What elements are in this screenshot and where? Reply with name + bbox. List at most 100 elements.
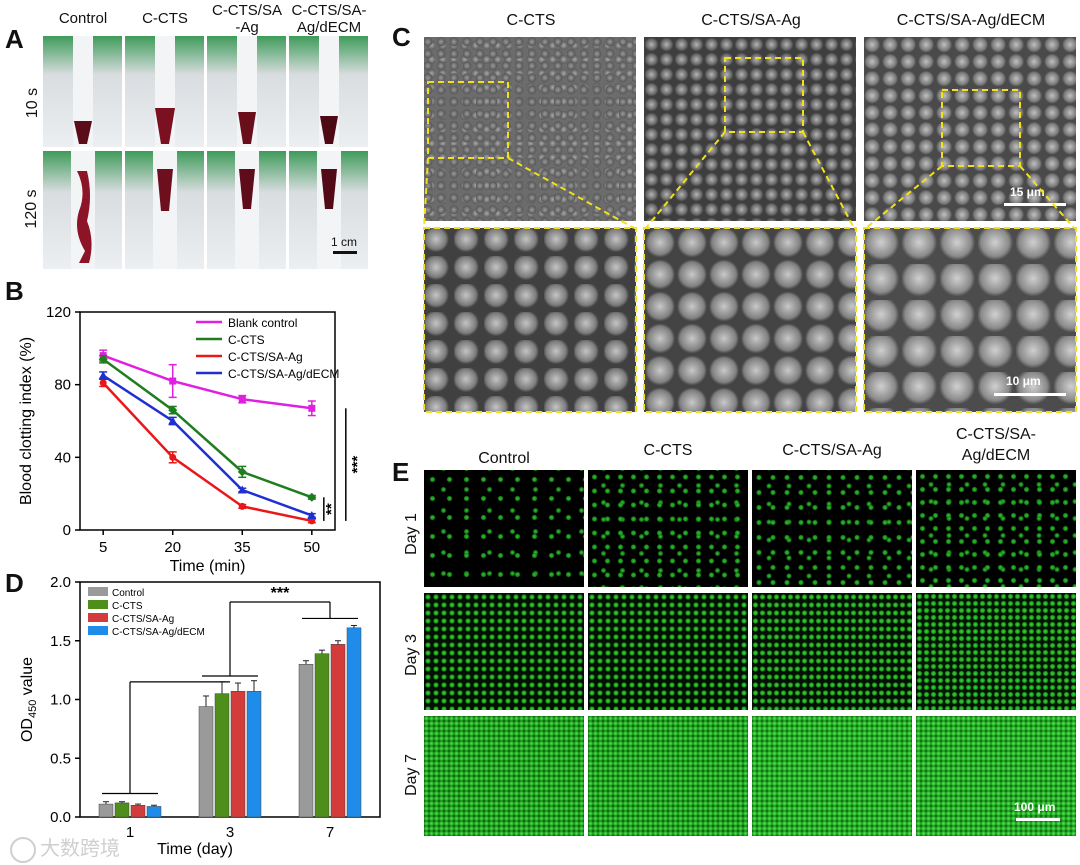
zoom-box-ccts — [427, 81, 509, 159]
y-tick-label: 0 — [63, 522, 71, 539]
bar — [298, 664, 314, 818]
panel-c-scale-bottom-bar — [994, 393, 1066, 396]
significance-label-double: ** — [323, 503, 340, 515]
legend-label: Control — [112, 588, 144, 599]
panel-a-col-ccts-sa-ag-decm: C-CTS/SA- Ag/dECM — [291, 2, 367, 36]
legend-swatch — [88, 600, 108, 609]
y-tick-label: 120 — [46, 304, 71, 321]
data-point — [308, 404, 316, 412]
zoom-line — [507, 157, 635, 229]
panel-a-scale-bar — [333, 251, 357, 254]
zoom-frame-ccts-sa-ag — [643, 227, 857, 413]
fluo-image-ccts-sa-ag-decm-day1 — [916, 470, 1076, 587]
legend-label: C-CTS — [112, 601, 143, 612]
tube-photo-ccts-120s — [125, 151, 204, 269]
legend-label: C-CTS — [228, 333, 265, 347]
zoom-line — [865, 165, 943, 229]
series-c-cts-sa-ag: C-CTS/SA-Ag — [99, 350, 316, 525]
panel-e-col-control: Control — [478, 450, 530, 467]
data-point — [307, 492, 317, 502]
watermark-text: 大数跨境 — [40, 836, 120, 860]
tube-photo-control-120s — [43, 151, 122, 269]
data-point — [237, 485, 247, 494]
panel-e-scale-text: 100 μm — [1014, 800, 1056, 814]
fluo-image-control-day3 — [424, 593, 584, 710]
bar — [314, 653, 330, 818]
panel-label-a: A — [5, 24, 24, 54]
panel-c-zoom-overlay — [423, 57, 1077, 413]
bar — [114, 802, 130, 818]
legend-label: C-CTS/SA-Ag/dECM — [112, 627, 205, 638]
zoom-line — [1019, 165, 1075, 229]
tube-photo-ccts-sa-ag-120s — [207, 151, 286, 269]
y-tick-label: 0.0 — [50, 809, 71, 826]
legend-label: Blank control — [228, 316, 297, 330]
fluo-image-ccts-day3 — [588, 593, 748, 710]
data-point — [307, 510, 317, 519]
data-point — [238, 502, 246, 510]
significance-label-triple: *** — [349, 456, 366, 474]
data-point — [98, 371, 108, 380]
panel-a-scale-text: 1 cm — [331, 235, 358, 249]
legend-label: C-CTS/SA-Ag/dECM — [228, 367, 339, 381]
legend-swatch — [88, 587, 108, 596]
fluo-image-control-day7 — [424, 716, 584, 836]
series-line — [102, 381, 313, 523]
data-point — [237, 467, 247, 477]
panel-a-col-control: Control — [58, 10, 108, 27]
sem-image-ccts-sa-ag-low — [644, 37, 856, 221]
bar — [98, 803, 114, 818]
zoom-box-ccts-sa-ag-decm — [941, 89, 1021, 167]
fluo-image-ccts-sa-ag-decm-day7: 100 μm — [916, 716, 1076, 836]
panel-e-row-day1: Day 1 — [403, 513, 420, 555]
bar — [146, 806, 162, 818]
panel-c-col-ccts-sa-ag-decm: C-CTS/SA-Ag/dECM — [896, 12, 1046, 29]
bar — [130, 805, 146, 818]
fluo-image-ccts-day7 — [588, 716, 748, 836]
bar — [246, 691, 262, 818]
zoom-line — [645, 131, 726, 229]
sem-image-ccts-sa-ag-decm-high: 10 μm — [864, 228, 1076, 412]
zoom-box-ccts-sa-ag — [724, 57, 804, 133]
panel-label-e: E — [392, 457, 410, 487]
data-point — [99, 379, 107, 387]
tube-photo-ccts-sa-ag-decm-120s: 1 cm — [289, 151, 368, 269]
panel-e-row-day7: Day 7 — [403, 754, 420, 796]
panel-a-row-10s: 10 s — [24, 87, 41, 119]
legend-swatch — [88, 613, 108, 622]
significance-label: *** — [271, 585, 290, 602]
panel-a-col-ccts-sa-ag: C-CTS/SA -Ag — [211, 2, 282, 36]
bar — [330, 644, 346, 818]
x-axis-label: Time (day) — [157, 841, 233, 858]
series-line — [102, 354, 312, 410]
panel-e-scale-bar — [1016, 818, 1060, 821]
x-tick-label: 35 — [234, 539, 251, 556]
legend-label: C-CTS/SA-Ag — [228, 350, 303, 364]
x-tick-label: 7 — [326, 824, 334, 841]
data-point — [169, 453, 177, 461]
sem-image-ccts-low — [424, 37, 636, 221]
tube-photo-control-10s — [43, 36, 122, 147]
data-point — [168, 416, 178, 425]
fluo-image-ccts-sa-ag-decm-day3 — [916, 593, 1076, 710]
panel-c-col-ccts: C-CTS — [506, 12, 556, 29]
legend-label: C-CTS/SA-Ag — [112, 614, 174, 625]
panel-e-row-day3: Day 3 — [403, 634, 420, 676]
x-tick-label: 20 — [164, 539, 181, 556]
panel-label-c: C — [392, 22, 411, 52]
fluo-image-ccts-sa-ag-day1 — [752, 470, 912, 587]
x-tick-label: 50 — [303, 539, 320, 556]
x-tick-label: 1 — [126, 824, 134, 841]
data-point — [169, 377, 177, 385]
series-c-cts: C-CTS — [98, 333, 317, 502]
panel-b-line-chart: 0 40 80 120 5 20 35 50 Time (min) Blood clotting … — [18, 304, 366, 575]
bar — [214, 693, 230, 818]
sem-image-ccts-sa-ag-high — [644, 228, 856, 412]
y-tick-label: 0.5 — [50, 750, 71, 767]
tube-photo-ccts-sa-ag-decm-10s — [289, 36, 368, 147]
series-blank-control: Blank control — [99, 316, 316, 417]
panel-e-col-ccts: C-CTS — [643, 442, 693, 459]
series-line — [102, 374, 313, 517]
panel-c-scale-top-bar — [1004, 203, 1066, 206]
watermark: 大数跨境 — [10, 832, 120, 863]
